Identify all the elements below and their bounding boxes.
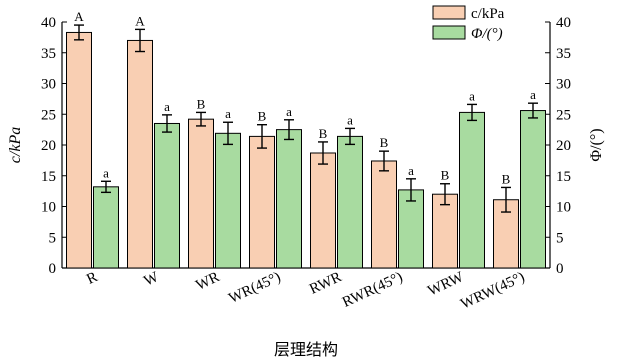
bar-phi (337, 135, 363, 269)
left-tick-label: 35 (41, 46, 56, 62)
bar-c (188, 118, 214, 269)
bar-c (127, 39, 153, 269)
left-tick-label: 10 (41, 200, 56, 216)
x-axis-title: 层理结构 (274, 341, 338, 359)
bar-c (66, 31, 92, 269)
left-y-ticks: 0 5 10 15 20 25 30 35 40 (41, 15, 67, 277)
bar-c (310, 152, 336, 269)
right-tick-label: 35 (556, 46, 571, 62)
x-tick-label: W (142, 269, 162, 290)
x-tick-label: WR (194, 269, 223, 294)
right-tick-label: 30 (556, 77, 571, 93)
significance-letter: a (103, 165, 109, 180)
left-tick-label: 0 (49, 261, 57, 277)
x-tick-label: WRW (425, 269, 467, 300)
left-tick-label: 15 (41, 169, 56, 185)
legend-label-c: c/kPa (471, 6, 505, 22)
bar-phi (398, 189, 424, 269)
bar-c (432, 193, 458, 269)
significance-letter: B (258, 109, 267, 124)
significance-letter: B (319, 126, 328, 141)
bar-c (249, 135, 275, 269)
bar-phi (93, 186, 119, 269)
significance-letter: a (164, 99, 170, 114)
right-tick-label: 10 (556, 200, 571, 216)
right-tick-label: 0 (556, 261, 564, 277)
right-tick-label: 25 (556, 107, 571, 123)
left-tick-label: 5 (49, 230, 57, 246)
bar-phi (154, 122, 180, 269)
right-tick-label: 5 (556, 230, 564, 246)
x-tick-label: WRW(45°) (458, 269, 527, 312)
significance-letter: B (380, 135, 389, 150)
right-y-ticks: 0 5 10 15 20 25 30 35 40 (545, 15, 571, 277)
significance-letter: a (286, 104, 292, 119)
left-tick-label: 25 (41, 107, 56, 123)
bar-phi (276, 129, 302, 269)
x-tick-label: WR(45°) (226, 269, 283, 307)
bar-c (371, 160, 397, 269)
right-tick-label: 20 (556, 138, 571, 154)
bar-phi (459, 111, 485, 269)
significance-letter: B (502, 171, 511, 186)
significance-letter: a (408, 163, 414, 178)
significance-letter: a (225, 106, 231, 121)
right-tick-label: 15 (556, 169, 571, 185)
significance-letter: a (530, 87, 536, 102)
legend-label-phi: Φ/(°) (471, 26, 503, 42)
left-tick-label: 40 (41, 15, 56, 31)
significance-letter: B (441, 168, 450, 183)
left-tick-label: 20 (41, 138, 56, 154)
bar-phi (215, 132, 241, 269)
significance-letter: a (469, 88, 475, 103)
legend-swatch-c (432, 5, 466, 20)
x-tick-label: RWR(45°) (340, 269, 405, 311)
right-tick-label: 40 (556, 15, 571, 31)
x-tick-label: R (84, 269, 100, 288)
significance-letter: a (347, 112, 353, 127)
legend-swatch-phi (432, 25, 466, 40)
x-tick-label: RWR (307, 269, 344, 298)
significance-letter: A (74, 9, 84, 24)
significance-letter: B (197, 96, 206, 111)
left-tick-label: 30 (41, 77, 56, 93)
bar-phi (520, 110, 546, 269)
y-axis-title-left: c/kPa (7, 127, 24, 163)
legend: c/kPa Φ/(°) (432, 5, 505, 42)
significance-letter: A (135, 13, 145, 28)
y-axis-title-right: Φ/(°) (588, 128, 605, 161)
